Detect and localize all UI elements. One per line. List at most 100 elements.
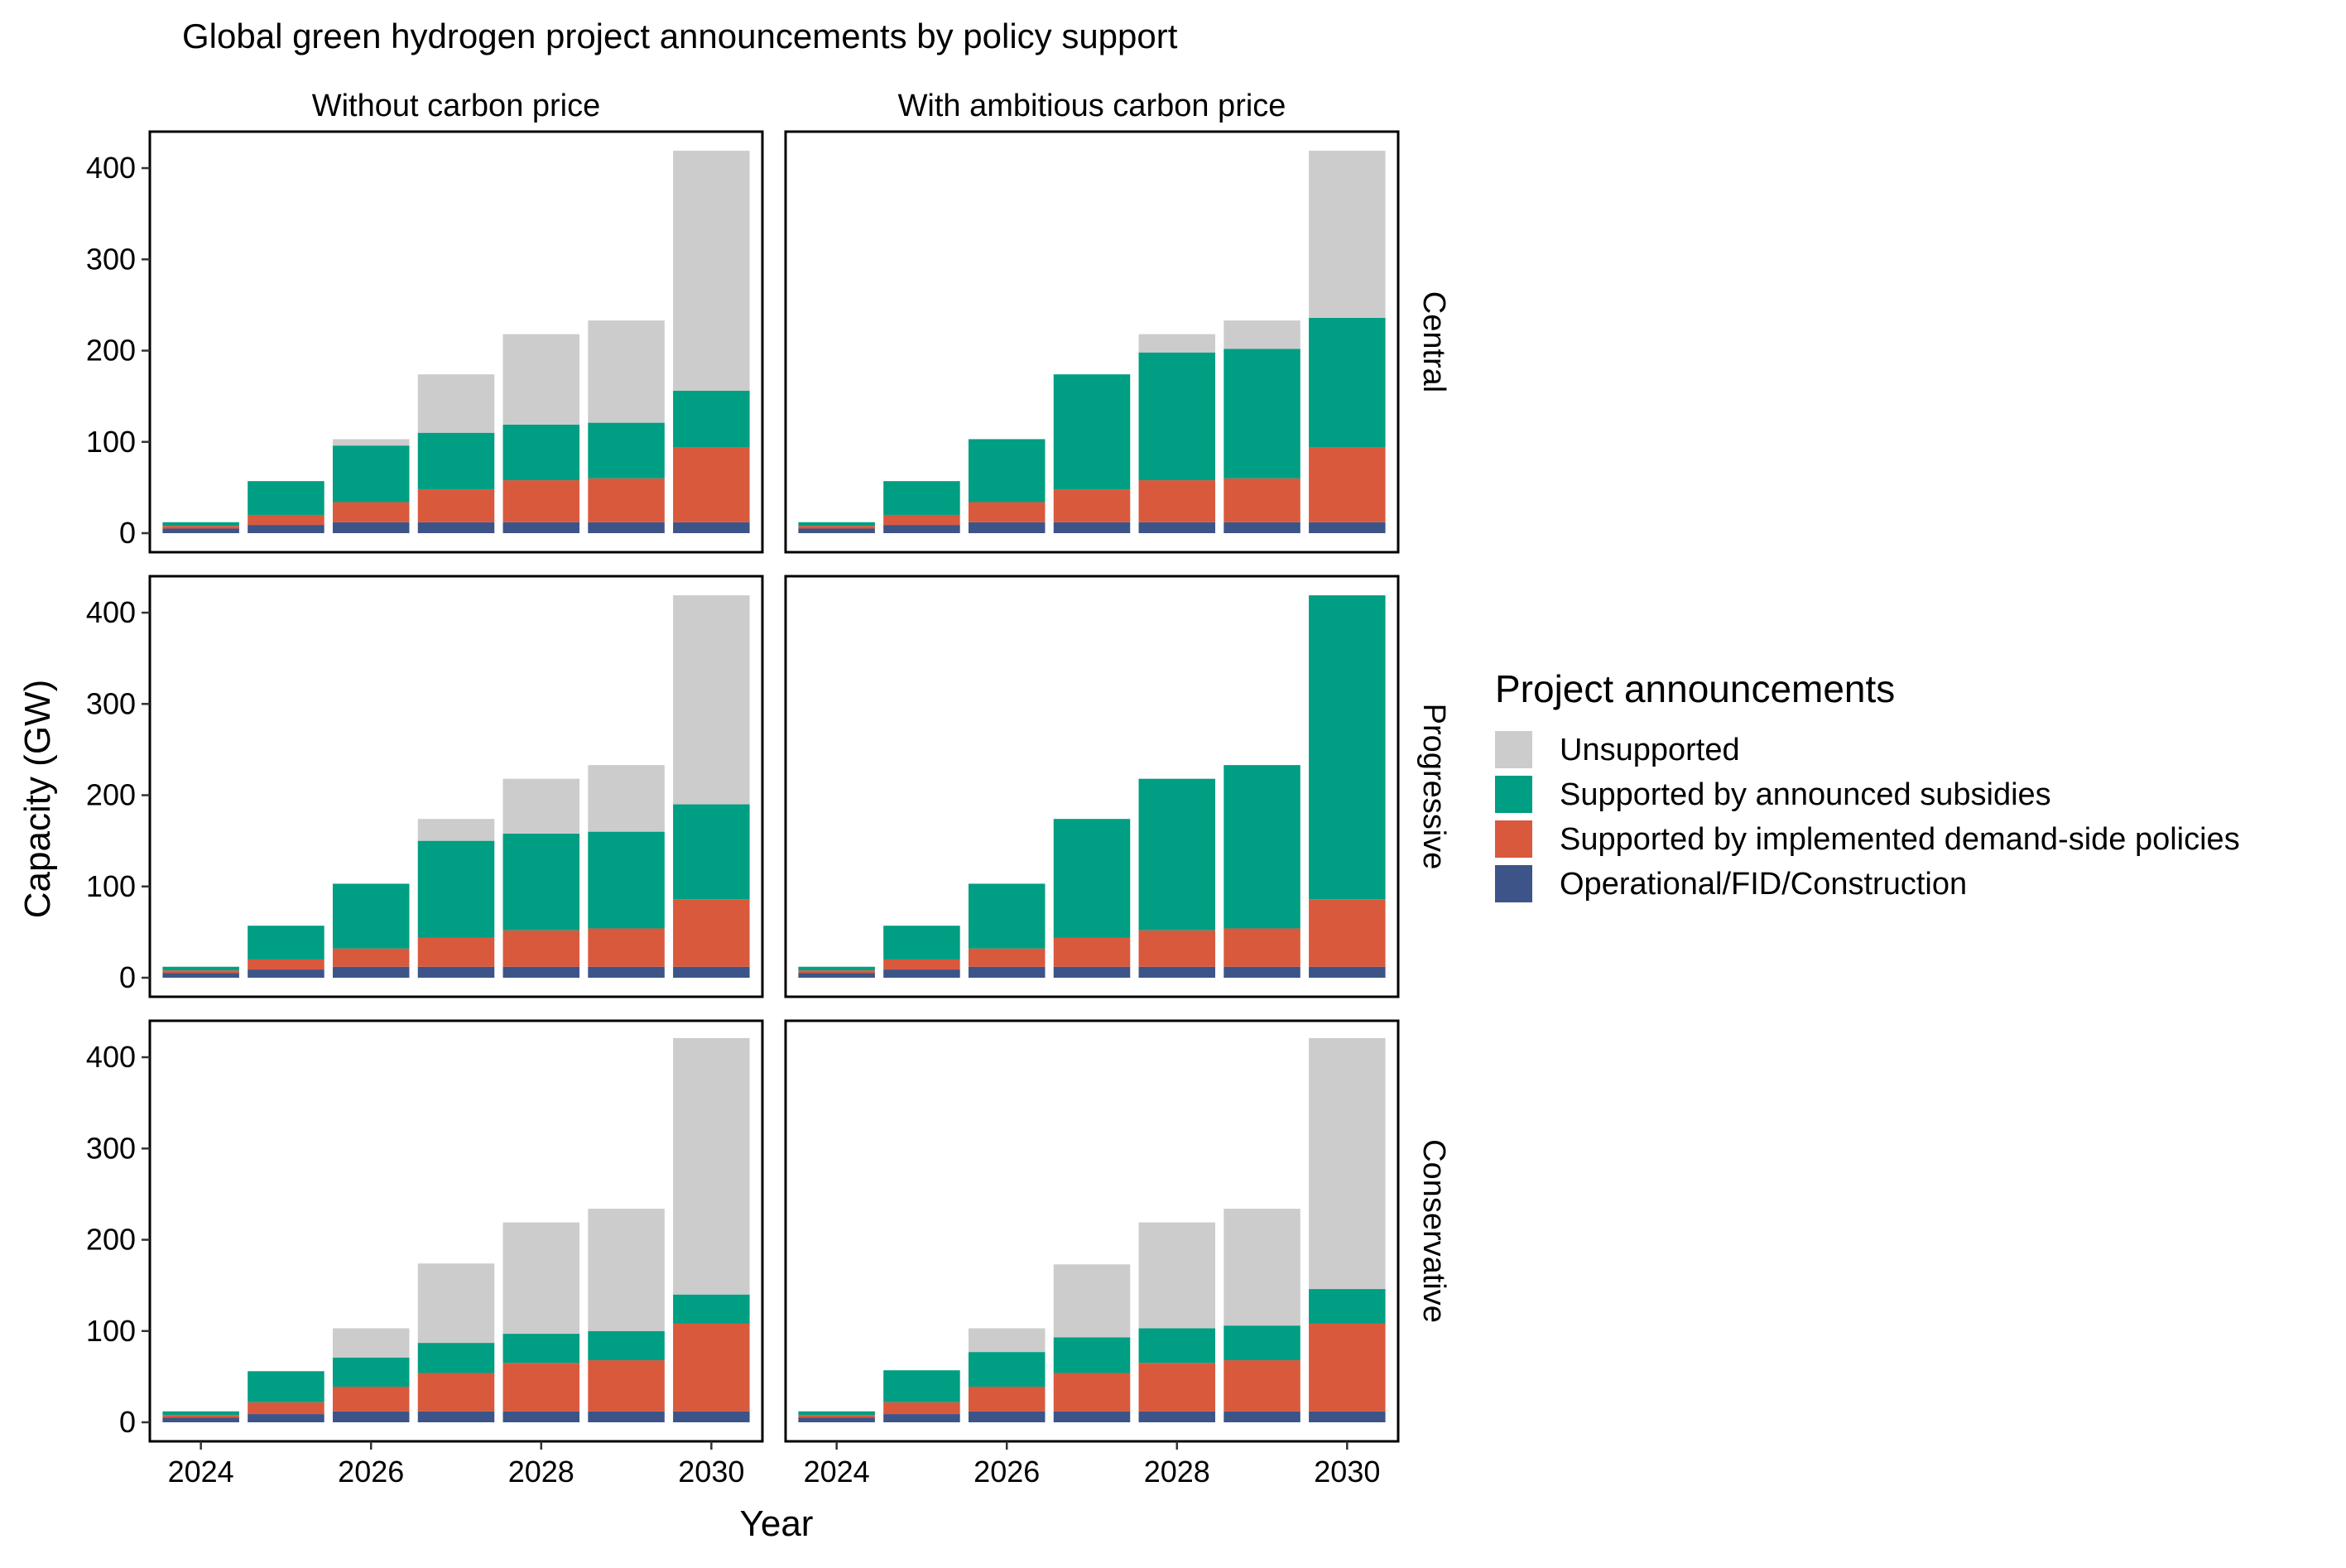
bar-unsupported-2028 — [502, 334, 580, 425]
bar-demand-2025 — [883, 959, 960, 970]
bar-demand-2024 — [798, 1415, 875, 1418]
bar-demand-2027 — [417, 937, 495, 967]
bar-subsidies-2027 — [1053, 374, 1131, 490]
bar-demand-2030 — [673, 899, 750, 967]
bar-operational-2024 — [798, 528, 875, 533]
bar-operational-2030 — [1309, 966, 1386, 978]
bar-subsidies-2025 — [248, 926, 324, 960]
bar-subsidies-2026 — [968, 883, 1046, 949]
bar-subsidies-2025 — [883, 1370, 960, 1402]
bar-operational-2025 — [883, 525, 960, 533]
y-tick-label: 200 — [86, 334, 136, 368]
bar-operational-2030 — [673, 966, 750, 978]
bar-operational-2027 — [1053, 522, 1131, 533]
bar-subsidies-2027 — [417, 432, 495, 490]
bar-operational-2028 — [1138, 1411, 1216, 1422]
legend-label-operational: Operational/FID/Construction — [1560, 867, 1967, 902]
bar-subsidies-2027 — [1053, 1337, 1131, 1373]
bar-subsidies-2027 — [417, 840, 495, 938]
bar-demand-2024 — [162, 970, 239, 974]
bar-demand-2026 — [968, 502, 1046, 522]
bar-demand-2024 — [162, 1415, 239, 1418]
bar-operational-2024 — [798, 1417, 875, 1422]
bar-subsidies-2029 — [1223, 349, 1300, 479]
bar-demand-2027 — [417, 489, 495, 522]
y-axis-title: Capacity (GW) — [17, 680, 58, 918]
bar-operational-2029 — [588, 966, 665, 978]
x-tick-label: 2030 — [1314, 1455, 1380, 1489]
bar-operational-2028 — [502, 1411, 580, 1422]
bar-subsidies-2024 — [162, 966, 239, 971]
bar-operational-2030 — [1309, 522, 1386, 533]
bar-unsupported-2028 — [1138, 334, 1216, 353]
bar-subsidies-2026 — [332, 1357, 410, 1388]
bar-subsidies-2027 — [1053, 819, 1131, 938]
bar-operational-2026 — [968, 522, 1046, 533]
bar-operational-2028 — [502, 966, 580, 978]
bar-subsidies-2030 — [673, 1294, 750, 1324]
bar-subsidies-2030 — [673, 804, 750, 900]
y-tick-label: 400 — [86, 1040, 136, 1074]
y-tick-label: 300 — [86, 242, 136, 276]
x-axis-title: Year — [740, 1503, 814, 1544]
y-tick-label: 200 — [86, 1223, 136, 1257]
bar-unsupported-2029 — [1223, 1209, 1300, 1326]
bar-subsidies-2028 — [1138, 1328, 1216, 1364]
bar-unsupported-2029 — [588, 320, 665, 423]
bar-subsidies-2028 — [1138, 352, 1216, 481]
bar-subsidies-2025 — [248, 1371, 324, 1402]
bar-unsupported-2026 — [968, 1328, 1046, 1353]
bar-demand-2027 — [1053, 937, 1131, 967]
bar-subsidies-2026 — [968, 1352, 1046, 1388]
bar-demand-2027 — [417, 1373, 495, 1412]
bar-demand-2026 — [332, 948, 410, 967]
bar-subsidies-2028 — [1138, 778, 1216, 931]
bar-demand-2026 — [332, 1387, 410, 1412]
bar-unsupported-2030 — [1309, 1037, 1386, 1290]
bar-operational-2027 — [1053, 966, 1131, 978]
bar-subsidies-2029 — [588, 422, 665, 479]
y-tick-label: 100 — [86, 425, 136, 459]
bar-demand-2030 — [1309, 899, 1386, 967]
panel-conservative-with-ambitious-carbon-price-border — [784, 1019, 1400, 1443]
bar-demand-2024 — [798, 526, 875, 529]
bar-unsupported-2030 — [673, 595, 750, 805]
y-tick-label: 0 — [119, 1405, 136, 1439]
bar-operational-2027 — [417, 1411, 495, 1422]
bar-operational-2029 — [1223, 966, 1300, 978]
bar-demand-2028 — [502, 1363, 580, 1412]
bar-unsupported-2026 — [332, 439, 410, 446]
bar-subsidies-2029 — [588, 831, 665, 929]
bar-operational-2028 — [1138, 966, 1216, 978]
bar-demand-2029 — [1223, 478, 1300, 522]
bar-demand-2025 — [248, 514, 324, 526]
bar-subsidies-2024 — [798, 966, 875, 971]
bar-operational-2027 — [417, 966, 495, 978]
bar-subsidies-2028 — [502, 424, 580, 481]
x-tick-label: 2026 — [973, 1455, 1040, 1489]
bar-subsidies-2030 — [673, 391, 750, 448]
bar-demand-2030 — [673, 447, 750, 522]
bar-unsupported-2030 — [673, 151, 750, 392]
bar-subsidies-2028 — [502, 1334, 580, 1364]
bar-demand-2029 — [588, 1360, 665, 1412]
y-tick-label: 100 — [86, 1314, 136, 1348]
bar-subsidies-2030 — [1309, 1289, 1386, 1324]
bar-demand-2024 — [162, 526, 239, 529]
bar-unsupported-2029 — [588, 765, 665, 832]
bar-demand-2028 — [1138, 480, 1216, 522]
y-tick-label: 0 — [119, 516, 136, 550]
bar-operational-2024 — [162, 973, 239, 978]
bar-unsupported-2026 — [332, 1328, 410, 1358]
x-tick-label: 2026 — [338, 1455, 404, 1489]
bar-operational-2027 — [417, 522, 495, 533]
bar-operational-2029 — [1223, 522, 1300, 533]
bar-operational-2025 — [248, 525, 324, 533]
bar-demand-2026 — [332, 502, 410, 522]
bar-operational-2026 — [332, 1411, 410, 1422]
row-strip-conservative: Conservative — [1416, 1139, 1451, 1323]
row-strip-progressive: Progressive — [1416, 704, 1451, 870]
bar-demand-2029 — [588, 928, 665, 967]
